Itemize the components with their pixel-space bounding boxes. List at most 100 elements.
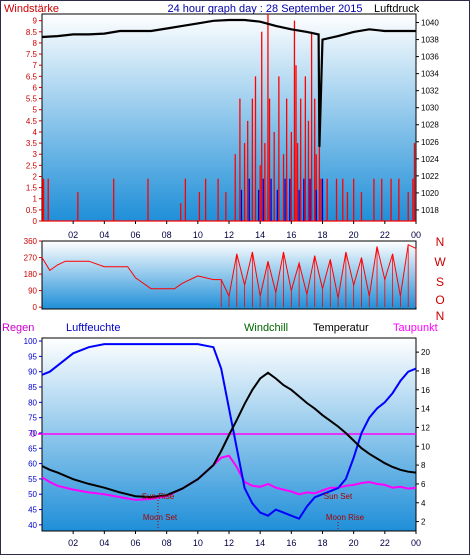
pressure-tick-label: 1030 — [421, 104, 439, 113]
pressure-tick-label: 1022 — [421, 172, 439, 181]
x-tick-label: 00 — [411, 538, 421, 548]
x-tick-label: 22 — [380, 538, 390, 548]
temperature-tick-label: 20 — [421, 348, 430, 357]
direction-tick-label: 270 — [24, 254, 38, 263]
wind-tick-label: 1 — [33, 195, 38, 204]
compass-label: N — [436, 235, 445, 249]
x-tick-label: 22 — [380, 230, 390, 240]
humidity-tick-label: 100 — [24, 337, 38, 346]
humidity-tick-label: 70 — [28, 429, 37, 438]
compass-label: W — [434, 255, 446, 269]
wind-tick-label: 0.5 — [26, 206, 38, 215]
wind-tick-label: 0 — [33, 217, 38, 226]
temperature-tick-label: 18 — [421, 367, 430, 376]
humidity-tick-label: 65 — [28, 444, 37, 453]
moon-set-label: Moon Set — [143, 513, 178, 522]
x-tick-label: 16 — [286, 230, 296, 240]
x-tick-label: 16 — [286, 538, 296, 548]
temperature-tick-label: 16 — [421, 386, 430, 395]
compass-label: N — [436, 309, 445, 323]
direction-tick-label: 90 — [28, 287, 37, 296]
direction-layer — [41, 243, 417, 308]
x-tick-label: 04 — [99, 230, 109, 240]
humidity-tick-label: 45 — [28, 506, 37, 515]
x-tick-label: 12 — [224, 230, 234, 240]
humidity-tick-label: 90 — [28, 368, 37, 377]
x-tick-label: 14 — [255, 538, 265, 548]
wind-tick-label: 8.5 — [26, 28, 38, 37]
humidity-temperature-layer — [41, 343, 417, 520]
x-tick-label: 06 — [130, 538, 140, 548]
legend-regen: Regen — [2, 322, 34, 334]
x-tick-label: 02 — [68, 538, 78, 548]
direction-tick-label: 360 — [24, 237, 38, 246]
wind-layer — [42, 14, 416, 222]
x-tick-label: 12 — [224, 538, 234, 548]
pressure-tick-label: 1020 — [421, 189, 439, 198]
x-tick-label: 04 — [99, 538, 109, 548]
x-tick-label: 18 — [317, 230, 327, 240]
wind-tick-label: 3 — [33, 150, 38, 159]
legend-windchill: Windchill — [244, 322, 288, 334]
x-tick-label: 06 — [130, 230, 140, 240]
pressure-tick-label: 1018 — [421, 206, 439, 215]
wind-tick-label: 1.5 — [26, 184, 38, 193]
compass-label: O — [435, 293, 444, 307]
legend-taupunkt: Taupunkt — [393, 322, 438, 334]
temperature-tick-label: 6 — [421, 480, 426, 489]
humidity-line — [41, 343, 417, 520]
wind-tick-label: 4 — [33, 128, 38, 137]
x-tick-label: 02 — [68, 230, 78, 240]
temperature-line — [41, 371, 417, 499]
legend-temperatur: Temperatur — [313, 322, 369, 334]
pressure-line — [41, 18, 416, 147]
humidity-tick-label: 40 — [28, 521, 37, 530]
sun-rise-label: Sun Rise — [142, 492, 175, 501]
direction-tick-label: 180 — [24, 270, 38, 279]
wind-tick-label: 5 — [33, 106, 38, 115]
direction-tick-label: 0 — [33, 303, 38, 312]
right-axis-title: Luftdruck — [374, 3, 420, 15]
wind-tick-label: 4.5 — [26, 117, 38, 126]
panel-wind-pressure — [41, 13, 417, 222]
pressure-tick-label: 1024 — [421, 155, 439, 164]
axes-layer: 00.511.522.533.544.555.566.577.588.59101… — [24, 17, 447, 548]
x-tick-label: 20 — [349, 538, 359, 548]
wind-tick-label: 3.5 — [26, 139, 38, 148]
pressure-tick-label: 1032 — [421, 87, 439, 96]
wind-tick-label: 6.5 — [26, 72, 38, 81]
wind-tick-label: 5.5 — [26, 95, 38, 104]
temperature-tick-label: 2 — [421, 518, 426, 527]
humidity-tick-label: 55 — [28, 475, 37, 484]
direction-line — [41, 243, 417, 299]
pressure-tick-label: 1038 — [421, 36, 439, 45]
x-tick-label: 18 — [317, 538, 327, 548]
pressure-tick-label: 1036 — [421, 53, 439, 62]
wind-tick-label: 8 — [33, 39, 38, 48]
temperature-tick-label: 10 — [421, 442, 430, 451]
dewpoint-line — [41, 454, 417, 501]
x-tick-label: 10 — [193, 538, 203, 548]
left-axis-title: Windstärke — [4, 3, 59, 15]
temperature-tick-label: 12 — [421, 423, 430, 432]
legend-luftfeuchte: Luftfeuchte — [66, 322, 120, 334]
wind-tick-label: 9 — [33, 17, 38, 26]
x-tick-label: 20 — [349, 230, 359, 240]
humidity-tick-label: 50 — [28, 490, 37, 499]
compass-label: S — [436, 275, 444, 289]
x-tick-label: 08 — [162, 230, 172, 240]
sun-set-label: Sun Set — [324, 492, 353, 501]
pressure-layer — [41, 18, 416, 147]
humidity-tick-label: 60 — [28, 460, 37, 469]
wind-tick-label: 2 — [33, 172, 38, 181]
humidity-tick-label: 95 — [28, 352, 37, 361]
x-tick-label: 08 — [162, 538, 172, 548]
humidity-tick-label: 80 — [28, 398, 37, 407]
humidity-tick-label: 85 — [28, 383, 37, 392]
wind-tick-label: 7.5 — [26, 50, 38, 59]
temperature-tick-label: 4 — [421, 499, 426, 508]
pressure-tick-label: 1040 — [421, 19, 439, 28]
moon-rise-label: Moon Rise — [326, 513, 365, 522]
chart-title: 24 hour graph day : 28 September 2015 — [167, 3, 362, 15]
